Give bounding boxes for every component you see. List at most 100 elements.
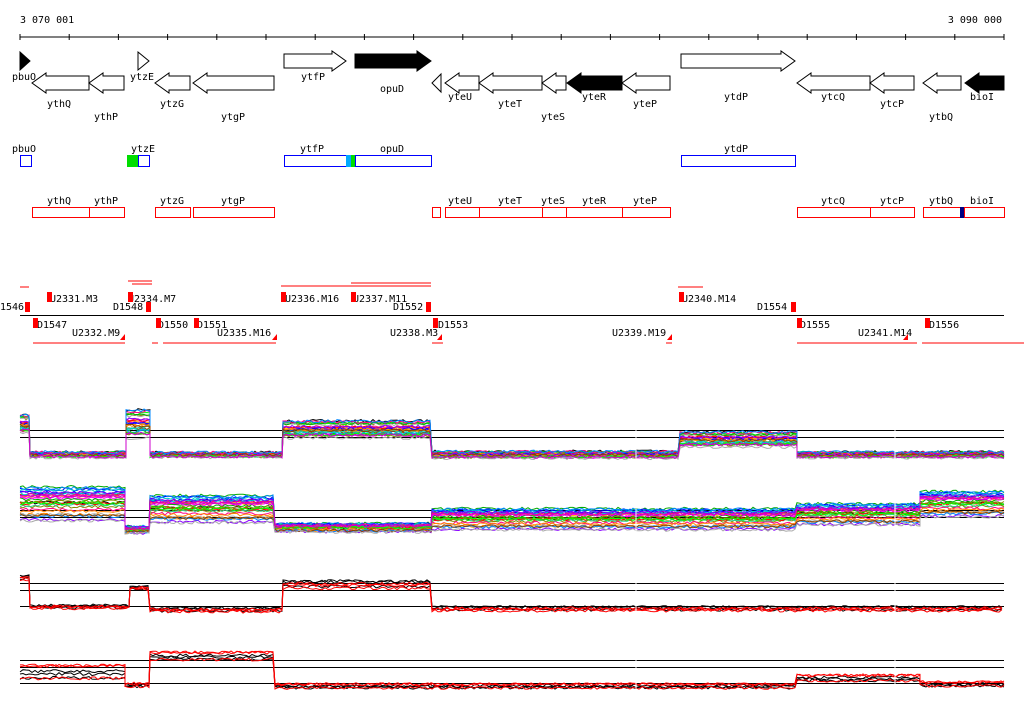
expression-profile-line — [19, 501, 1005, 532]
expression-profile-line — [19, 408, 1005, 455]
segment-label-bottom: D1551 — [197, 320, 227, 331]
segment-label-bottom: U2338.M3 — [390, 328, 438, 339]
gene-label-yteU: yteU — [448, 92, 472, 103]
gene-arrow-opuD — [354, 50, 432, 72]
expression-profile-line — [19, 484, 1005, 529]
gene-arrow-bioI — [964, 72, 1005, 94]
reverse-box-label: yteP — [633, 196, 657, 207]
expression-profile-line — [19, 413, 1005, 456]
gene-label-yteS: yteS — [541, 112, 565, 123]
forward-box-label: opuD — [380, 144, 404, 155]
ruler-start-label: 3 070 001 — [20, 15, 74, 26]
segment-marker — [351, 292, 356, 302]
gene-label-yteP: yteP — [633, 99, 657, 110]
gene-label-ythQ: ythQ — [47, 99, 71, 110]
gene-arrow-ythQ — [31, 72, 90, 94]
reverse-box-label: ythQ — [47, 196, 71, 207]
forward-gene-boxes: pbuO ytzE ytfP opuD ytdP — [12, 144, 796, 167]
segment-label-bottom: D1547 — [37, 320, 67, 331]
reverse-box-label: yteT — [498, 196, 522, 207]
reverse-box-ytcQ — [797, 207, 871, 218]
segment-label-top: U2334.M7 — [128, 294, 176, 305]
segment-marker — [128, 292, 133, 302]
segment-label-top: D1552 — [393, 302, 423, 313]
segment-label-top: U2340.M14 — [682, 294, 736, 305]
segment-marker — [272, 334, 277, 340]
navy-marker — [960, 207, 964, 218]
gene-label-ytfP: ytfP — [301, 72, 325, 83]
expression-profile-line — [19, 411, 1005, 456]
segment-label-top: D1554 — [757, 302, 787, 313]
reverse-box-label: ytzG — [160, 196, 184, 207]
segment-marker — [47, 292, 52, 302]
segment-label-bottom: U2339.M19 — [612, 328, 666, 339]
ruler-end-label: 3 090 000 — [948, 15, 1002, 26]
reverse-gene-boxes: ythQ ythP ytzG ytgP yteU yteT yteS yteR yteP ytcQ… — [32, 196, 1005, 218]
reverse-box-ytgP — [193, 207, 275, 218]
segment-label-top: U2331.M3 — [50, 294, 98, 305]
gene-label-ytgP: ytgP — [221, 112, 245, 123]
segment-marker — [194, 318, 199, 328]
expression-profile-line — [19, 506, 1004, 533]
reverse-box-label: yteR — [582, 196, 607, 207]
segment-marker — [281, 292, 286, 302]
gene-arrow-small — [431, 72, 442, 94]
reverse-box-yteS — [542, 207, 567, 218]
segment-label-bottom: D1553 — [438, 320, 468, 331]
gene-track: pbuO ythQ ythP ytzE ytzG ytgP ytfP opuD yteU yteT… — [12, 50, 1005, 123]
segment-marker — [797, 318, 802, 328]
forward-box-pbuO — [20, 155, 32, 167]
gene-arrow-yteR — [566, 72, 623, 94]
reverse-box-label: yteU — [448, 196, 472, 207]
reverse-box-yteU — [445, 207, 480, 218]
gene-arrow-ytzG — [154, 72, 191, 94]
reverse-box-yteT — [479, 207, 543, 218]
segment-label-top: U2337.M11 — [353, 294, 407, 305]
expression-profile-line — [19, 499, 1005, 532]
gene-arrow-yteT — [478, 72, 543, 94]
expression-profile-line — [19, 650, 1005, 687]
expression-profile-line — [19, 428, 1005, 459]
expression-tracks — [19, 400, 1005, 700]
segment-marker — [437, 334, 442, 340]
gene-arrow-ytcQ — [796, 72, 871, 94]
expression-profile-line — [19, 408, 1005, 455]
expression-profile-line — [19, 657, 1005, 690]
segment-marker — [120, 334, 125, 340]
gene-arrow-ytdP — [680, 50, 796, 72]
expression-profile-line — [19, 575, 1003, 611]
gene-arrow-yteS — [541, 72, 567, 94]
gene-arrow-yteU — [444, 72, 480, 94]
segment-marker — [33, 318, 38, 328]
reverse-box-ytzG — [155, 207, 191, 218]
expression-profile-line — [20, 409, 1005, 455]
gene-arrow-ythP — [88, 72, 125, 94]
expression-profile-line — [19, 579, 1003, 614]
reverse-box-label: bioI — [970, 196, 994, 207]
forward-box-ytdP — [681, 155, 796, 167]
forward-box-ytfP — [284, 155, 356, 167]
expression-profile-line — [19, 574, 1003, 611]
green-marker — [351, 155, 355, 167]
gene-label-ythP: ythP — [94, 112, 118, 123]
reverse-box-ythP — [89, 207, 125, 218]
segment-marker — [679, 292, 684, 302]
forward-box-label: pbuO — [12, 144, 36, 155]
reverse-box-small — [432, 207, 441, 218]
segment-label-top: 1546 — [0, 302, 24, 313]
reverse-box-bioI — [964, 207, 1005, 218]
segment-label-top: U2336.M16 — [285, 294, 339, 305]
segment-label-bottom: U2332.M9 — [72, 328, 120, 339]
reverse-box-ythQ — [32, 207, 90, 218]
gene-arrow-ytgP — [192, 72, 275, 94]
reverse-box-label: ytcQ — [821, 196, 845, 207]
segment-label-bottom: U2335.M16 — [217, 328, 271, 339]
forward-box-ytzE — [138, 155, 150, 167]
segment-marker — [25, 302, 30, 312]
ruler — [19, 34, 1005, 40]
expression-profile-line — [19, 412, 1005, 456]
gene-label-ytzE: ytzE — [130, 72, 154, 83]
